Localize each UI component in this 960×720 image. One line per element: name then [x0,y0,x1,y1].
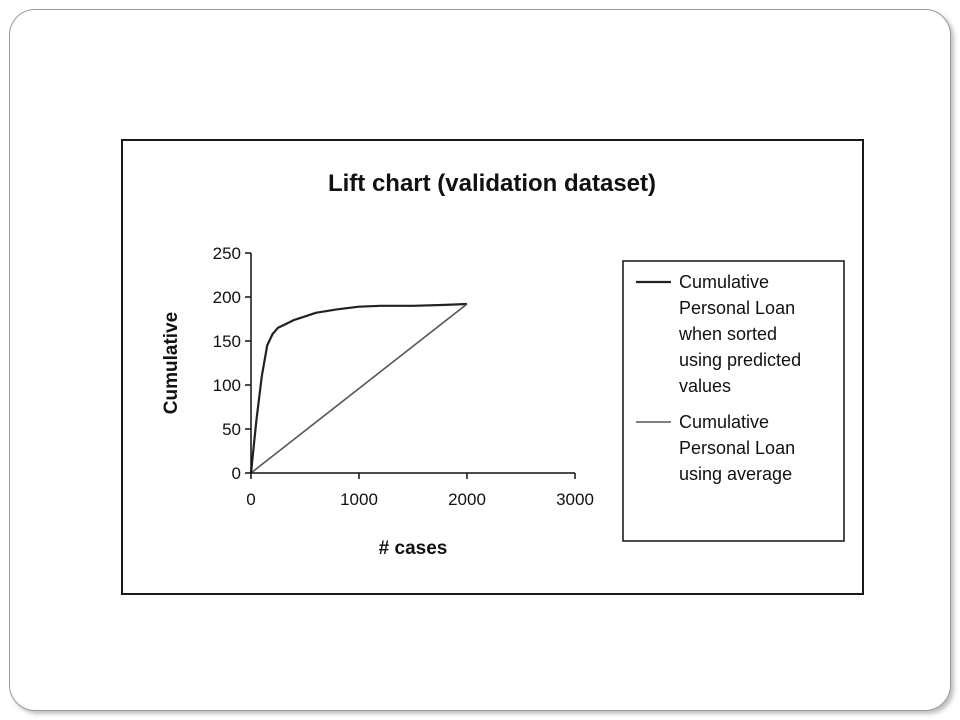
legend-entry-text: Cumulative [679,272,769,292]
y-ticks: 0 50 100 150 200 250 [213,244,251,483]
y-tick-label: 150 [213,332,241,351]
x-tick-label: 3000 [556,490,594,509]
legend-entry-text: Cumulative [679,412,769,432]
chart-frame: Lift chart (validation dataset) 0 50 100 15… [121,139,864,595]
y-tick-label: 100 [213,376,241,395]
legend: Cumulative Personal Loan when sorted using … [622,260,845,542]
y-tick-label: 50 [222,420,241,439]
series-line-average [250,303,468,474]
y-tick-label: 250 [213,244,241,263]
legend-entry-text: values [679,376,731,396]
lift-chart: Lift chart (validation dataset) 0 50 100 15… [161,170,845,559]
plot-area [249,302,468,474]
legend-entry-text: Personal Loan [679,438,795,458]
slide-frame: Lift chart (validation dataset) 0 50 100 15… [9,9,951,711]
legend-box [622,260,845,542]
x-tick-label: 1000 [340,490,378,509]
legend-entry-text: Personal Loan [679,298,795,318]
y-axis-label: Cumulative [161,312,182,414]
x-axis-label: # cases [379,538,448,559]
chart-title: Lift chart (validation dataset) [328,170,656,197]
series-line-predicted [249,302,468,474]
y-tick-label: 0 [232,464,241,483]
y-tick-label: 200 [213,288,241,307]
legend-entry-text: using average [679,464,792,484]
x-tick-label: 0 [246,490,255,509]
legend-entry-text: when sorted [678,324,777,344]
x-tick-label: 2000 [448,490,486,509]
x-ticks: 0 1000 2000 3000 [246,473,594,509]
legend-entry-text: using predicted [679,350,801,370]
